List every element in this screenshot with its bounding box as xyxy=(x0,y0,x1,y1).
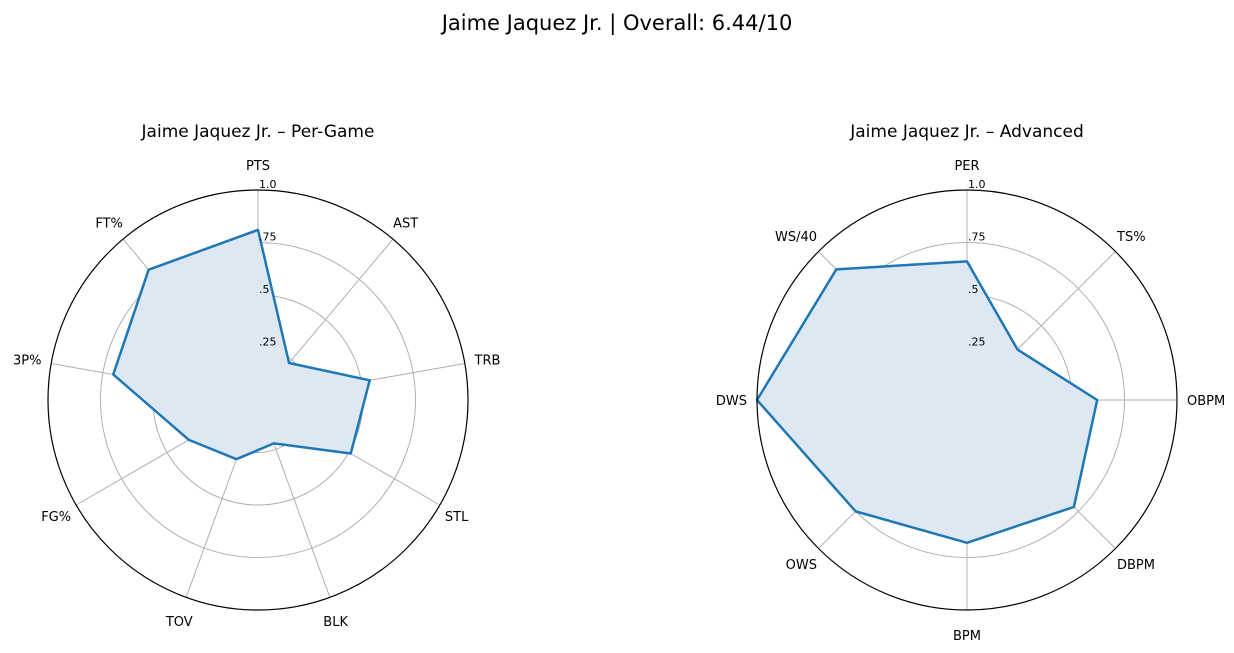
series-fill xyxy=(757,261,1098,543)
category-label-dbpm: DBPM xyxy=(1117,558,1155,573)
category-label-blk: BLK xyxy=(323,615,348,630)
category-label-trb: TRB xyxy=(474,354,501,369)
category-label-ws-40: WS/40 xyxy=(775,230,817,245)
category-label-obpm: OBPM xyxy=(1187,394,1225,409)
radar-chart-per-game: Jaime Jaquez Jr. – Per-Game .25 .5 .75 1.0 PT… xyxy=(13,122,500,630)
category-label-ast: AST xyxy=(393,216,418,231)
category-label-stl: STL xyxy=(445,510,469,525)
radial-tick-label: .5 xyxy=(968,283,979,296)
outer-frame xyxy=(756,189,1178,611)
category-label-3p-pct: 3P% xyxy=(13,354,41,369)
radial-tick-label: 1.0 xyxy=(968,178,986,191)
category-label-ft-pct: FT% xyxy=(95,216,123,231)
category-label-tov: TOV xyxy=(165,615,193,630)
category-label-bpm: BPM xyxy=(953,629,981,644)
category-label-ts-pct: TS% xyxy=(1116,230,1146,245)
series-line xyxy=(111,228,371,461)
radial-tick-label: .75 xyxy=(968,231,986,244)
category-label-per: PER xyxy=(954,159,979,174)
radial-tick-label: .25 xyxy=(259,336,277,349)
category-label-dws: DWS xyxy=(716,394,747,409)
figure-suptitle: Jaime Jaquez Jr. | Overall: 6.44/10 xyxy=(440,11,793,36)
radial-tick-label: .25 xyxy=(968,336,986,349)
category-label-pts: PTS xyxy=(246,159,270,174)
chart-title: Jaime Jaquez Jr. – Per-Game xyxy=(141,122,375,142)
radial-tick-label: .75 xyxy=(259,231,277,244)
radial-tick-label: .5 xyxy=(259,283,270,296)
category-label-fg-pct: FG% xyxy=(41,510,71,525)
radial-tick-label: 1.0 xyxy=(259,178,277,191)
category-label-ows: OWS xyxy=(786,558,817,573)
chart-title: Jaime Jaquez Jr. – Advanced xyxy=(849,122,1083,142)
series-fill xyxy=(113,229,370,460)
radar-chart-advanced: Jaime Jaquez Jr. – Advanced .25 .5 .75 1.0 PE… xyxy=(716,122,1225,644)
outer-frame xyxy=(47,189,469,611)
